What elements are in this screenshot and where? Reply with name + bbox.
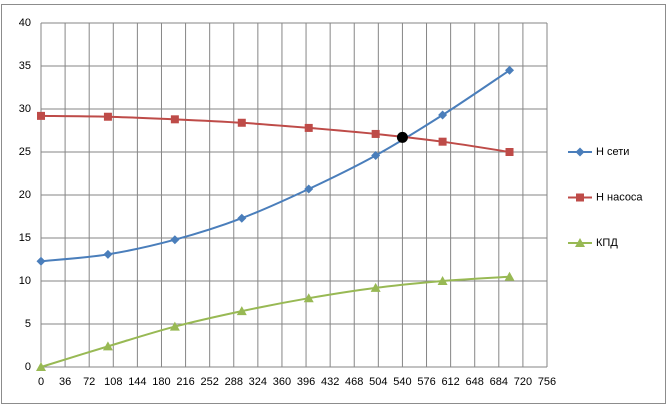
marker: [437, 276, 448, 285]
series-line: [40, 69, 511, 263]
y-tick-label: 5: [25, 318, 31, 330]
x-tick-label: 360: [273, 376, 291, 388]
y-tick-label: 10: [19, 275, 31, 287]
marker: [169, 321, 180, 331]
marker: [170, 115, 179, 124]
x-tick-label: 504: [369, 376, 387, 388]
y-tick-label: 35: [19, 60, 31, 72]
x-tick-label: 684: [490, 376, 508, 388]
x-tick-label: 180: [152, 376, 170, 388]
marker: [36, 362, 46, 371]
x-tick-label: 252: [200, 376, 218, 388]
marker: [438, 137, 447, 146]
marker: [504, 271, 515, 281]
marker: [575, 147, 585, 157]
marker: [371, 150, 381, 160]
series-line: [40, 275, 510, 368]
marker: [170, 235, 180, 245]
marker: [237, 118, 246, 127]
marker: [103, 112, 112, 121]
marker: [303, 293, 314, 303]
marker: [102, 341, 113, 351]
x-tick-label: 612: [441, 376, 459, 388]
marker: [575, 238, 585, 247]
x-tick-label: 0: [38, 376, 44, 388]
y-tick-label: 20: [19, 189, 31, 201]
x-tick-label: 576: [417, 376, 435, 388]
marker: [438, 110, 448, 120]
y-tick-label: 15: [19, 232, 31, 244]
x-tick-label: 396: [297, 376, 315, 388]
legend-label: Н сети: [596, 146, 629, 158]
y-tick-label: 25: [19, 146, 31, 158]
marker: [370, 282, 381, 292]
marker: [36, 256, 46, 266]
x-tick-label: 72: [83, 376, 95, 388]
marker: [304, 184, 314, 194]
series-line: [40, 114, 510, 153]
x-tick-label: 648: [466, 376, 484, 388]
marker: [371, 129, 380, 138]
legend-label: КПД: [596, 237, 618, 249]
marker: [37, 111, 45, 120]
marker: [304, 123, 313, 132]
x-tick-label: 288: [225, 376, 243, 388]
marker: [576, 193, 584, 202]
y-tick-label: 0: [25, 361, 31, 373]
x-tick-label: 432: [321, 376, 339, 388]
x-tick-label: 756: [538, 376, 556, 388]
marker: [237, 213, 247, 223]
x-tick-label: 540: [393, 376, 411, 388]
chart-frame: [1, 4, 666, 404]
marker: [236, 306, 247, 316]
legend-label: Н насоса: [596, 191, 643, 203]
x-tick-label: 468: [345, 376, 363, 388]
x-tick-label: 36: [59, 376, 71, 388]
intersection-point: [396, 131, 408, 143]
marker: [103, 249, 113, 259]
x-tick-label: 324: [249, 376, 267, 388]
y-tick-label: 40: [19, 17, 31, 29]
x-tick-label: 720: [514, 376, 532, 388]
x-tick-label: 144: [128, 376, 146, 388]
marker: [505, 148, 514, 156]
y-tick-label: 30: [19, 103, 31, 115]
x-tick-label: 216: [176, 376, 194, 388]
marker: [505, 65, 515, 75]
x-tick-label: 108: [104, 376, 122, 388]
